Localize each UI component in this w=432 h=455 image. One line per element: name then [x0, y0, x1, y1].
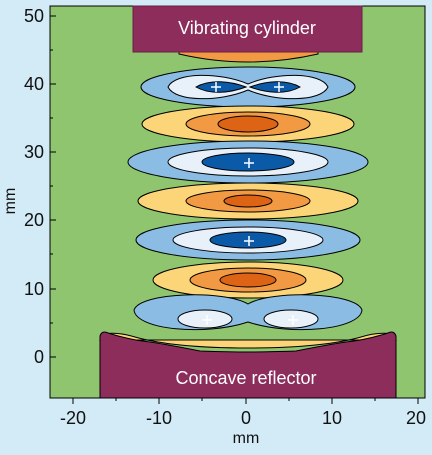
y-tick-label: 30 [24, 142, 44, 162]
lobe-34 [141, 105, 355, 143]
plus-markers [202, 82, 298, 325]
plus-marker [244, 236, 254, 246]
lobe-40 [140, 66, 356, 108]
vibrating-cylinder-label: Vibrating cylinder [178, 18, 316, 38]
lobe-22 [137, 182, 359, 220]
plus-marker [202, 315, 212, 325]
plus-marker [211, 82, 221, 92]
y-axis-title: mm [2, 188, 19, 215]
y-tick-label: 40 [24, 74, 44, 94]
y-tick-label: 50 [24, 6, 44, 26]
plus-marker [274, 82, 284, 92]
lobe-28 [127, 140, 369, 184]
x-tick-label: -10 [146, 408, 172, 428]
x-tick-label: 20 [406, 408, 426, 428]
cylinder-box [132, 5, 363, 53]
x-tick-label: 0 [241, 408, 251, 428]
concave-reflector: Concave reflector [99, 331, 397, 399]
plus-marker [244, 158, 254, 168]
x-tick-labels: -20 -10 0 10 20 [60, 408, 426, 428]
y-tick-label: 0 [34, 347, 44, 367]
x-axis-ticks [72, 398, 419, 404]
reflector-body [99, 331, 397, 399]
y-tick-label: 10 [24, 279, 44, 299]
lobe-5 [133, 294, 363, 331]
x-tick-label: 10 [322, 408, 342, 428]
lobe-17 [135, 219, 361, 261]
vibrating-cylinder: Vibrating cylinder [132, 5, 363, 63]
y-tick-labels: 0 10 20 30 40 50 [24, 6, 44, 367]
x-tick-label: -20 [60, 408, 86, 428]
plus-marker [288, 315, 298, 325]
concave-reflector-label: Concave reflector [175, 368, 316, 388]
y-axis-ticks [50, 15, 56, 358]
y-tick-label: 20 [24, 210, 44, 230]
lobe-11 [152, 261, 344, 299]
x-axis-title: mm [233, 430, 260, 447]
